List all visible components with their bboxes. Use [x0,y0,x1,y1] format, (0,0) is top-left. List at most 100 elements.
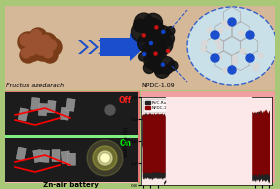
Circle shape [153,63,164,73]
Y-axis label: Voltage (V): Voltage (V) [124,126,129,156]
Circle shape [145,19,162,35]
Bar [0,183,280,189]
Circle shape [42,47,58,63]
Circle shape [233,55,237,60]
Circle shape [203,40,207,45]
Circle shape [153,34,173,54]
Circle shape [93,146,117,170]
Legend: Pt/C-RuO₂, NPDC-1.09: Pt/C-RuO₂, NPDC-1.09 [143,99,176,112]
Circle shape [156,26,170,40]
Polygon shape [100,33,145,61]
Bar [61,151,71,164]
Circle shape [146,29,160,43]
Circle shape [21,48,31,58]
Circle shape [207,27,212,32]
Circle shape [155,63,170,78]
Circle shape [98,151,112,165]
Circle shape [46,40,56,50]
Circle shape [216,54,221,59]
Circle shape [144,52,161,69]
Circle shape [134,19,147,32]
Circle shape [218,28,223,33]
Circle shape [167,50,170,53]
Circle shape [18,32,38,52]
Circle shape [211,54,219,62]
Circle shape [154,65,163,74]
Circle shape [105,105,115,115]
Circle shape [151,61,162,72]
Bar [0,0,5,189]
Bar [5,92,138,136]
Circle shape [143,41,159,57]
Circle shape [246,31,254,39]
Circle shape [155,26,158,29]
Bar [18,108,28,121]
Circle shape [148,40,165,56]
Bar [0,0,280,6]
Circle shape [31,39,45,53]
Circle shape [226,24,231,29]
Bar [60,107,70,120]
Circle shape [139,53,147,61]
Circle shape [131,22,151,42]
Bar [31,98,40,110]
Circle shape [20,34,32,46]
Circle shape [143,26,152,35]
Circle shape [144,13,162,32]
Text: On: On [120,139,132,148]
Text: Zn-air battery: Zn-air battery [43,182,99,188]
Circle shape [239,31,243,36]
Circle shape [246,54,254,62]
Circle shape [144,29,158,44]
Bar [38,103,47,116]
Ellipse shape [187,7,277,85]
Circle shape [87,140,123,176]
Text: Off: Off [119,96,132,105]
Circle shape [150,42,153,45]
Circle shape [161,63,164,66]
Circle shape [240,49,245,54]
Circle shape [157,57,175,74]
Circle shape [162,30,165,33]
Circle shape [29,28,47,46]
Circle shape [154,52,157,55]
Circle shape [39,35,51,47]
Bar [141,91,276,185]
Circle shape [215,39,220,44]
Circle shape [31,30,41,40]
Bar [66,98,75,111]
Circle shape [150,22,159,30]
Text: Fructus azedarach: Fructus azedarach [6,83,64,88]
Circle shape [145,45,161,61]
Circle shape [149,41,167,60]
Circle shape [223,68,228,73]
Circle shape [33,41,53,61]
Circle shape [228,18,236,26]
Circle shape [146,33,156,42]
Bar [41,150,50,162]
Circle shape [146,53,160,67]
Bar [33,149,43,163]
Circle shape [35,43,47,55]
Circle shape [159,31,174,46]
Circle shape [166,27,175,35]
Circle shape [37,33,57,53]
Circle shape [254,63,259,68]
Bar [52,149,60,162]
Text: NPDC-1.09: NPDC-1.09 [141,83,175,88]
Polygon shape [98,40,109,54]
Circle shape [222,21,227,26]
Circle shape [142,34,145,37]
Circle shape [138,33,157,53]
Circle shape [211,31,219,39]
Polygon shape [88,40,99,54]
Circle shape [258,53,263,58]
Circle shape [144,24,160,40]
Circle shape [201,41,206,46]
Bar [5,135,138,138]
Circle shape [32,40,40,48]
Bar [5,182,138,189]
Circle shape [101,154,109,162]
Circle shape [143,62,155,74]
Bar [16,147,26,160]
